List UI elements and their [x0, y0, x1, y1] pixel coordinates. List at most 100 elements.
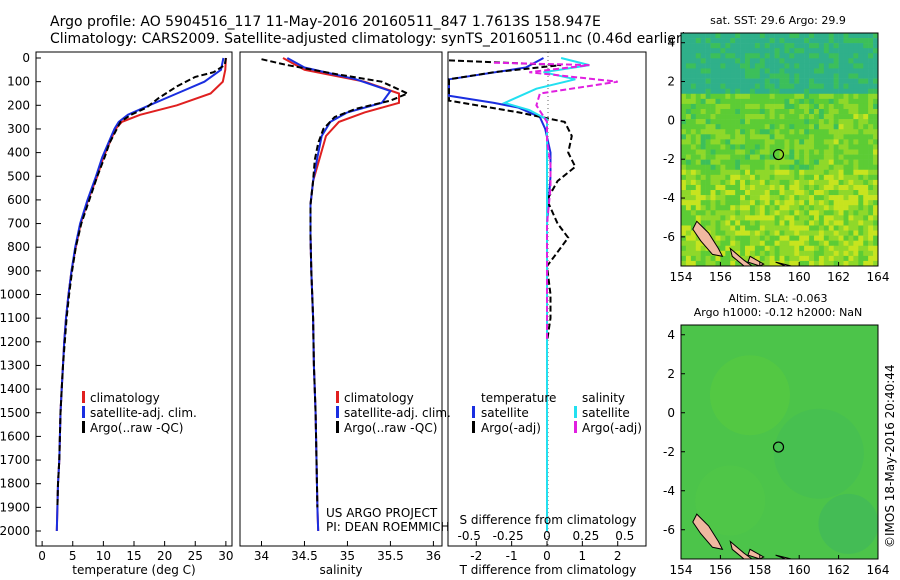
sst-cell	[725, 134, 731, 140]
sst-cell	[745, 48, 751, 54]
sst-cell	[769, 63, 775, 69]
sst-cell	[858, 260, 864, 267]
sst-cell	[710, 134, 716, 140]
sst-cell	[710, 164, 716, 171]
sst-cell	[789, 220, 795, 226]
s-difference-tick-label: -0.5	[458, 529, 481, 543]
sst-cell	[769, 78, 775, 84]
sst-argo-location-marker	[772, 148, 785, 161]
sst-cell	[853, 53, 859, 59]
depth-tick-label: 800	[7, 240, 30, 254]
sst-cell	[715, 38, 721, 44]
sst-cell	[823, 255, 830, 262]
sst-cell	[759, 98, 766, 105]
sst-cell	[764, 164, 770, 171]
sst-cell	[715, 240, 721, 247]
project-line-1: US ARGO PROJECT	[326, 506, 438, 520]
sst-cell	[774, 195, 780, 201]
t-argo-line	[448, 59, 577, 342]
sst-cell	[715, 68, 721, 74]
sst-cell	[685, 83, 692, 90]
sst-cell	[863, 98, 869, 105]
sst-cell	[873, 220, 879, 226]
x-tick-label: 30	[218, 549, 233, 563]
sst-cell	[715, 174, 721, 181]
sst-cell	[769, 215, 775, 221]
sst-cell	[833, 139, 839, 145]
sst-cell	[774, 63, 780, 69]
sst-cell	[784, 58, 790, 64]
sst-cell	[823, 174, 830, 181]
sst-cell	[784, 195, 790, 201]
sst-cell	[710, 129, 716, 135]
sst-cell	[740, 154, 746, 160]
sst-cell	[774, 230, 780, 236]
sst-cell	[804, 144, 810, 150]
sst-cell	[749, 250, 756, 257]
sst-cell	[863, 210, 869, 216]
sst-cell	[818, 88, 825, 95]
sst-cell	[730, 58, 736, 64]
sst-cell	[784, 124, 790, 130]
sst-cell	[838, 205, 844, 211]
sst-cell	[838, 108, 844, 115]
legend-label-argo: Argo(..raw -QC)	[344, 421, 437, 435]
sst-cell	[681, 144, 687, 150]
sst-cell	[804, 255, 810, 262]
sst-cell	[838, 220, 844, 226]
sst-cell	[868, 134, 874, 140]
sst-cell	[730, 235, 736, 241]
sst-cell	[681, 73, 687, 79]
sst-cell	[823, 119, 830, 125]
sst-cell	[833, 245, 839, 252]
sst-cell	[759, 124, 766, 130]
sst-cell	[799, 68, 805, 74]
sst-cell	[769, 174, 775, 181]
sst-cell	[843, 184, 849, 191]
sst-cell	[774, 48, 780, 54]
sst-cell	[745, 230, 751, 236]
sst-cell	[690, 164, 697, 171]
sst-cell	[681, 93, 687, 100]
sst-cell	[749, 129, 756, 135]
sst-cell	[853, 48, 859, 54]
sst-cell	[843, 205, 849, 211]
sst-cell	[681, 58, 687, 64]
sst-cell	[705, 184, 711, 191]
temperature-x-axis: 0 5 10 15 20 25 30	[38, 541, 234, 563]
sst-cell	[754, 164, 761, 171]
sst-cell	[700, 53, 706, 59]
sst-cell	[700, 200, 706, 206]
sst-cell	[725, 174, 731, 181]
lon-tick-label: 158	[748, 563, 771, 577]
sst-cell	[749, 78, 756, 84]
sst-cell	[789, 205, 795, 211]
sst-cell	[873, 63, 879, 69]
sst-cell	[818, 210, 825, 216]
sst-cell	[745, 88, 751, 95]
sst-cell	[858, 129, 864, 135]
sst-cell	[740, 38, 746, 44]
lat-tick-label: -4	[663, 484, 675, 498]
sst-cell	[848, 78, 854, 84]
sst-cell	[759, 184, 766, 191]
sst-cell	[759, 48, 766, 54]
sst-cell	[769, 240, 775, 247]
sst-cell	[838, 73, 844, 79]
sst-cell	[745, 103, 751, 110]
sst-cell	[809, 78, 815, 84]
sst-cell	[863, 103, 869, 110]
sst-cell	[823, 149, 830, 155]
sst-cell	[799, 98, 805, 105]
sst-cell	[799, 48, 805, 54]
sst-cell	[863, 53, 869, 59]
sst-cell	[804, 108, 810, 115]
header-line-2: Climatology: CARS2009. Satellite-adjuste…	[50, 31, 687, 47]
x-tick-label: 15	[126, 549, 141, 563]
sst-cell	[720, 230, 726, 236]
sst-cell	[740, 78, 746, 84]
sst-cell	[769, 159, 775, 165]
sst-cell	[740, 205, 746, 211]
sst-cell	[813, 124, 820, 130]
sst-cell	[858, 159, 864, 165]
